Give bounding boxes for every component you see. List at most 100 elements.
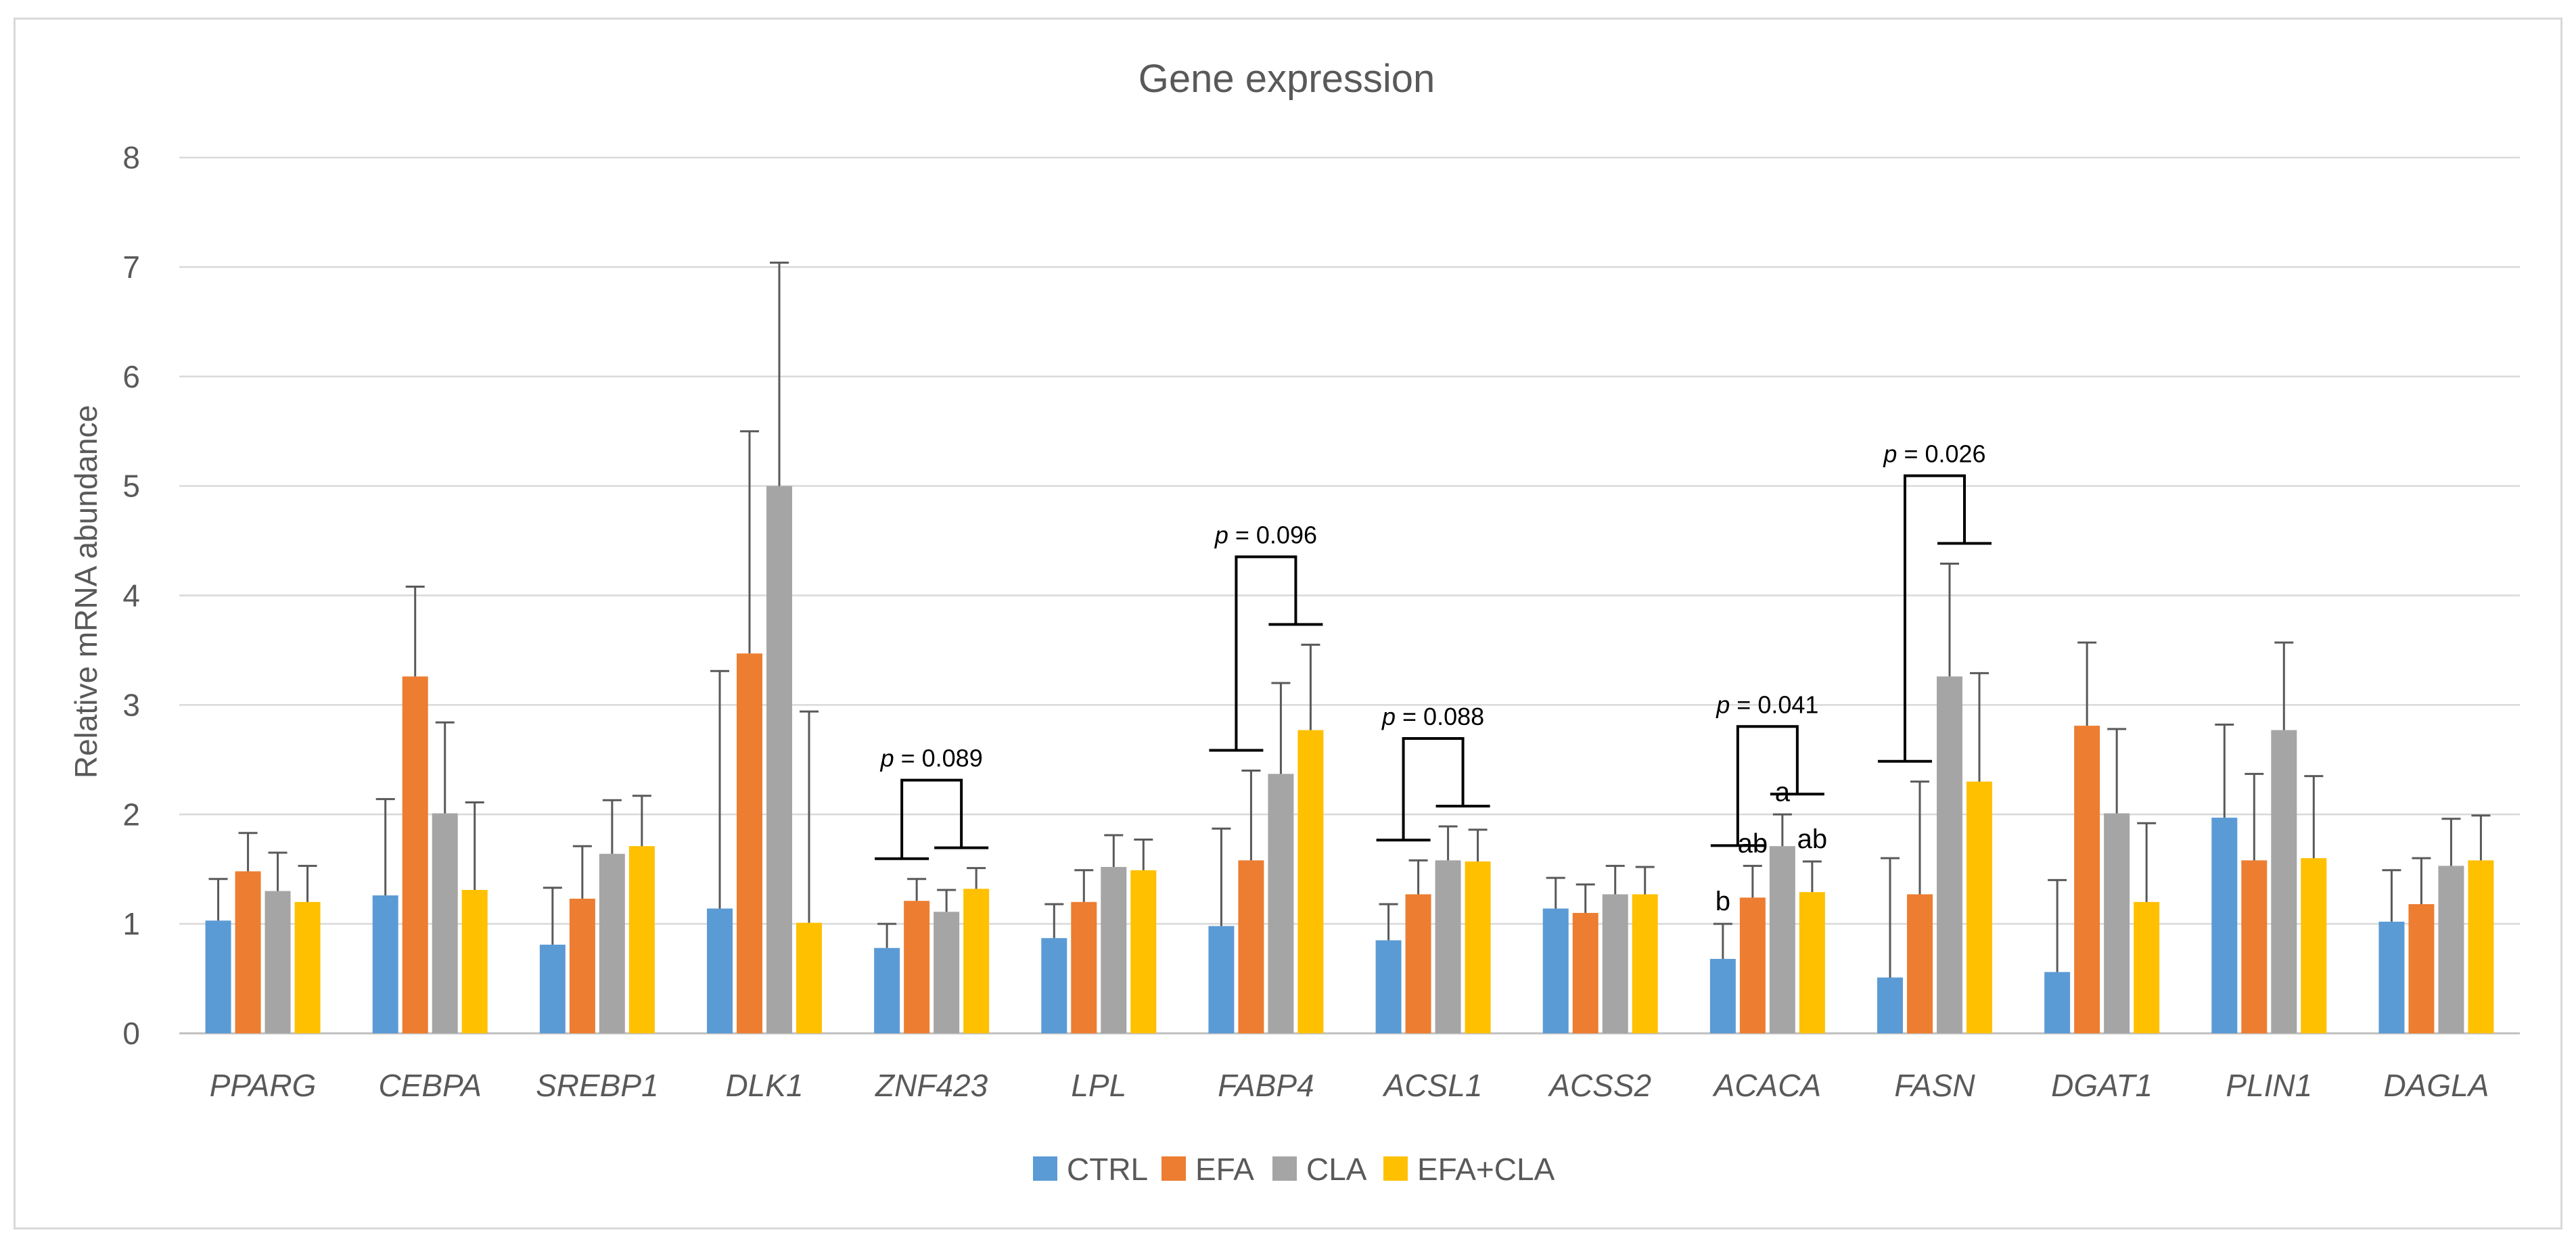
bar-CTRL-ACSS2: [1542, 908, 1569, 1033]
y-axis-ticks: 0 1 2 3 4 5 6 7 8: [122, 140, 140, 1051]
bar-CLA-ACACA: [1769, 846, 1795, 1033]
bar-EFA+CLA-LPL: [1130, 870, 1157, 1033]
bar-CLA-ACSS2: [1602, 894, 1628, 1033]
legend: CTRL EFA CLA EFA+CLA: [1033, 1152, 1555, 1187]
annotation-label-ZNF423: p = 0.089: [880, 745, 983, 772]
bar-CLA-SREBP1: [599, 853, 625, 1033]
bar-CTRL-FASN: [1877, 977, 1903, 1033]
x-tick-label-CEBPA: CEBPA: [378, 1068, 482, 1103]
legend-swatch-CTRL: [1033, 1156, 1057, 1181]
bar-EFA+CLA-ACACA: [1799, 892, 1825, 1033]
annotation-label-FASN: p = 0.026: [1883, 440, 1985, 468]
bar-EFA-PLIN1: [2241, 860, 2268, 1033]
bar-EFA-SREBP1: [569, 898, 595, 1033]
legend-swatch-EFA: [1162, 1156, 1186, 1181]
y-tick-label-1: 1: [122, 906, 140, 941]
bar-CTRL-LPL: [1041, 938, 1067, 1033]
bar-CLA-PPARG: [264, 891, 291, 1033]
x-tick-label-DGAT1: DGAT1: [2051, 1068, 2153, 1103]
bar-CLA-ACSL1: [1435, 860, 1461, 1033]
bar-EFA+CLA-FASN: [1967, 781, 1992, 1033]
bar-EFA-DGAT1: [2074, 726, 2100, 1033]
bar-EFA-LPL: [1071, 901, 1097, 1033]
bar-EFA-ACSL1: [1405, 894, 1431, 1033]
bar-CTRL-SREBP1: [539, 944, 566, 1033]
significance-letter-CTRL: b: [1716, 887, 1730, 916]
legend-label-CLA: CLA: [1306, 1152, 1367, 1187]
y-tick-label-4: 4: [122, 578, 140, 613]
x-tick-label-DLK1: DLK1: [725, 1068, 803, 1103]
bar-CTRL-ZNF423: [874, 947, 900, 1033]
significance-letter-EFA: ab: [1738, 828, 1768, 858]
y-tick-label-3: 3: [122, 687, 140, 722]
x-tick-label-PPARG: PPARG: [210, 1068, 317, 1103]
annotation-bracket-ACSL1: [1402, 737, 1465, 841]
legend-swatch-CLA: [1272, 1156, 1297, 1181]
annotation-bracket-FASN: [1904, 474, 1966, 761]
bar-CLA-FASN: [1937, 676, 1962, 1033]
bar-CTRL-PPARG: [205, 920, 231, 1033]
x-tick-label-DAGLA: DAGLA: [2383, 1068, 2489, 1103]
annotation-label-ACSL1: p = 0.088: [1381, 703, 1484, 730]
y-tick-label-5: 5: [122, 469, 140, 504]
bar-EFA-DLK1: [737, 653, 762, 1033]
significance-annotations: p = 0.089 p = 0.096 p = 0.088 p = 0.041 p = …: [875, 440, 1992, 916]
legend-swatch-EFA+CLA: [1383, 1156, 1408, 1181]
bar-EFA-FASN: [1907, 894, 1933, 1033]
x-tick-label-ZNF423: ZNF423: [875, 1068, 988, 1103]
bar-EFA+CLA-DGAT1: [2134, 901, 2160, 1033]
x-tick-label-LPL: LPL: [1071, 1068, 1126, 1103]
bar-CTRL-ACSL1: [1375, 940, 1402, 1033]
bar-EFA+CLA-ACSS2: [1632, 894, 1658, 1033]
bar-CTRL-PLIN1: [2211, 818, 2238, 1033]
annotation-bracket-ZNF423: [900, 778, 963, 859]
bar-CTRL-DGAT1: [2044, 972, 2071, 1033]
annotation-label-ACACA: p = 0.041: [1716, 690, 1818, 718]
bar-CTRL-ACACA: [1709, 958, 1736, 1033]
bar-EFA-ZNF423: [904, 901, 930, 1033]
bar-CLA-FABP4: [1268, 774, 1294, 1033]
x-tick-label-ACSL1: ACSL1: [1382, 1068, 1483, 1103]
x-tick-label-FABP4: FABP4: [1218, 1068, 1314, 1103]
bar-CLA-DGAT1: [2104, 813, 2130, 1033]
bar-EFA-PPARG: [235, 871, 261, 1033]
bar-EFA+CLA-DLK1: [796, 922, 822, 1033]
bars: [205, 486, 2494, 1033]
bar-CLA-CEBPA: [432, 813, 458, 1033]
annotation-bracket-ACACA: [1736, 725, 1799, 846]
legend-label-CTRL: CTRL: [1067, 1152, 1148, 1187]
y-axis-label: Relative mRNA abundance: [68, 405, 104, 778]
chart-title: Gene expression: [1138, 57, 1435, 101]
bar-EFA+CLA-SREBP1: [628, 846, 655, 1033]
x-tick-label-ACACA: ACACA: [1712, 1068, 1821, 1103]
bar-EFA+CLA-ACSL1: [1465, 861, 1491, 1033]
bar-CTRL-CEBPA: [372, 895, 398, 1033]
x-tick-label-FASN: FASN: [1894, 1068, 1975, 1103]
bar-EFA+CLA-PPARG: [294, 901, 321, 1033]
x-tick-label-PLIN1: PLIN1: [2226, 1068, 2312, 1103]
bar-EFA+CLA-FABP4: [1297, 730, 1324, 1033]
bar-EFA-DAGLA: [2408, 903, 2435, 1033]
bar-EFA-CEBPA: [402, 676, 428, 1033]
gridlines: [179, 156, 2520, 1035]
error-bars: [208, 261, 2491, 978]
bar-CTRL-DAGLA: [2378, 921, 2405, 1033]
bar-EFA-ACACA: [1739, 897, 1766, 1033]
bar-CTRL-FABP4: [1208, 926, 1235, 1033]
y-tick-label-7: 7: [122, 250, 140, 285]
bar-CLA-ZNF423: [934, 912, 960, 1033]
y-tick-label-0: 0: [122, 1016, 140, 1051]
y-tick-label-6: 6: [122, 359, 140, 394]
x-tick-label-ACSS2: ACSS2: [1547, 1068, 1651, 1103]
bar-CLA-PLIN1: [2271, 730, 2297, 1033]
bar-EFA-FABP4: [1238, 860, 1264, 1033]
significance-letter-CLA: a: [1775, 777, 1791, 807]
bar-CLA-DAGLA: [2438, 866, 2464, 1033]
bar-EFA-ACSS2: [1572, 912, 1598, 1033]
x-tick-label-SREBP1: SREBP1: [536, 1068, 659, 1103]
significance-letter-EFA+CLA: ab: [1797, 824, 1828, 854]
annotation-bracket-FABP4: [1235, 555, 1297, 751]
y-tick-label-8: 8: [122, 140, 140, 175]
annotation-label-FABP4: p = 0.096: [1214, 521, 1317, 548]
